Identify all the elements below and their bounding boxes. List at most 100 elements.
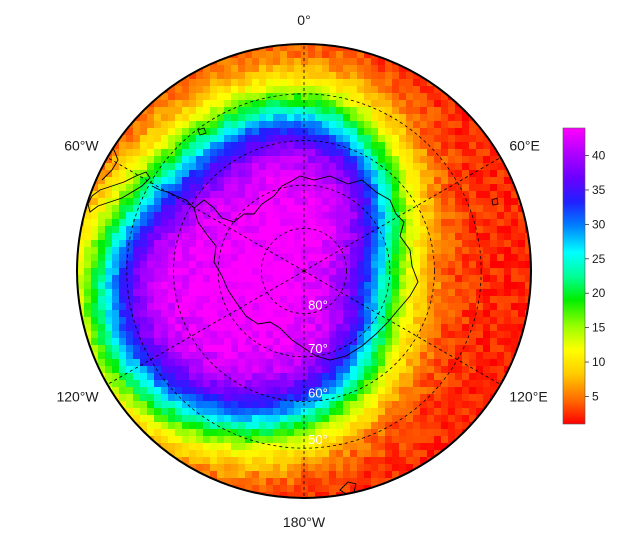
field-cell	[189, 240, 197, 248]
field-cell	[469, 394, 477, 402]
field-cell	[112, 198, 120, 206]
field-cell	[420, 156, 428, 164]
field-cell	[294, 261, 302, 269]
field-cell	[259, 422, 267, 430]
field-cell	[252, 79, 260, 87]
field-cell	[308, 387, 316, 395]
field-cell	[252, 338, 260, 346]
field-cell	[343, 219, 351, 227]
field-cell	[147, 142, 155, 150]
field-cell	[441, 149, 449, 157]
field-cell	[119, 240, 127, 248]
field-cell	[217, 310, 225, 318]
field-cell	[189, 135, 197, 143]
field-cell	[175, 422, 183, 430]
field-cell	[259, 240, 267, 248]
field-cell	[378, 471, 386, 479]
field-cell	[455, 226, 463, 234]
field-cell	[105, 254, 113, 262]
field-cell	[392, 380, 400, 388]
field-cell	[238, 401, 246, 409]
field-cell	[420, 100, 428, 108]
field-cell	[406, 219, 414, 227]
field-cell	[189, 170, 197, 178]
field-cell	[140, 401, 148, 409]
field-cell	[420, 387, 428, 395]
field-cell	[182, 268, 190, 276]
field-cell	[266, 72, 274, 80]
field-cell	[154, 184, 162, 192]
field-cell	[329, 261, 337, 269]
field-cell	[343, 191, 351, 199]
field-cell	[294, 107, 302, 115]
field-cell	[343, 135, 351, 143]
field-cell	[441, 338, 449, 346]
field-cell	[245, 296, 253, 304]
field-cell	[112, 324, 120, 332]
field-cell	[266, 366, 274, 374]
field-cell	[406, 121, 414, 129]
field-cell	[350, 205, 358, 213]
field-cell	[98, 331, 106, 339]
field-cell	[434, 457, 442, 465]
field-cell	[448, 156, 456, 164]
field-cell	[329, 387, 337, 395]
field-cell	[483, 226, 491, 234]
field-cell	[434, 149, 442, 157]
field-cell	[371, 422, 379, 430]
field-cell	[252, 450, 260, 458]
field-cell	[196, 128, 204, 136]
field-cell	[280, 324, 288, 332]
field-cell	[329, 296, 337, 304]
field-cell	[455, 205, 463, 213]
field-cell	[224, 352, 232, 360]
field-cell	[210, 317, 218, 325]
field-cell	[189, 408, 197, 416]
field-cell	[378, 296, 386, 304]
field-cell	[329, 450, 337, 458]
field-cell	[210, 86, 218, 94]
field-cell	[161, 114, 169, 122]
field-cell	[497, 198, 505, 206]
field-cell	[329, 422, 337, 430]
field-cell	[322, 317, 330, 325]
field-cell	[322, 492, 330, 498]
field-cell	[336, 51, 344, 59]
field-cell	[105, 380, 113, 388]
field-cell	[441, 282, 449, 290]
field-cell	[476, 317, 484, 325]
field-cell	[294, 282, 302, 290]
field-cell	[217, 296, 225, 304]
field-cell	[504, 184, 512, 192]
field-cell	[399, 394, 407, 402]
field-cell	[210, 198, 218, 206]
field-cell	[238, 422, 246, 430]
field-cell	[147, 394, 155, 402]
field-cell	[448, 149, 456, 157]
field-cell	[252, 429, 260, 437]
field-cell	[294, 93, 302, 101]
field-cell	[126, 303, 134, 311]
field-cell	[308, 429, 316, 437]
field-cell	[315, 394, 323, 402]
field-cell	[245, 240, 253, 248]
antarctica-coastline	[193, 175, 419, 361]
field-cell	[210, 331, 218, 339]
field-cell	[434, 191, 442, 199]
field-cell	[259, 156, 267, 164]
field-cell	[371, 394, 379, 402]
field-cell	[399, 184, 407, 192]
field-cell	[210, 65, 218, 73]
field-cell	[84, 219, 92, 227]
field-cell	[154, 170, 162, 178]
field-cell	[266, 219, 274, 227]
field-cell	[105, 345, 113, 353]
field-cell	[203, 247, 211, 255]
field-cell	[273, 289, 281, 297]
field-cell	[210, 149, 218, 157]
field-cell	[322, 114, 330, 122]
field-cell	[91, 226, 99, 234]
field-cell	[336, 373, 344, 381]
field-cell	[273, 373, 281, 381]
field-cell	[420, 317, 428, 325]
